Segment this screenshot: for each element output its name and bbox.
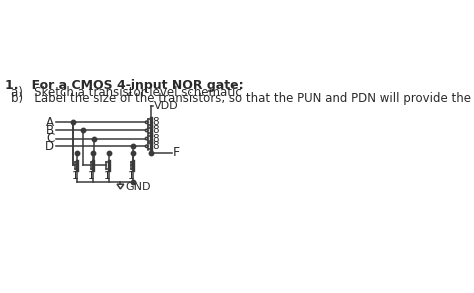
Text: C: C bbox=[46, 132, 54, 145]
Text: 1: 1 bbox=[72, 171, 79, 181]
Text: b)   Label the size of the transistors, so that the PUN and PDN will provide the: b) Label the size of the transistors, so… bbox=[11, 91, 474, 105]
Text: D: D bbox=[45, 140, 54, 153]
Text: a)   Sketch a transistor-level schematic: a) Sketch a transistor-level schematic bbox=[11, 86, 242, 99]
Text: VDD: VDD bbox=[154, 101, 179, 111]
Text: B: B bbox=[46, 124, 54, 137]
Text: 1: 1 bbox=[128, 171, 135, 181]
Text: 1: 1 bbox=[104, 171, 110, 181]
Text: F: F bbox=[173, 146, 180, 159]
Text: A: A bbox=[46, 116, 54, 129]
Text: 1.   For a CMOS 4-input NOR gate:: 1. For a CMOS 4-input NOR gate: bbox=[5, 79, 243, 92]
Text: 8: 8 bbox=[152, 134, 159, 144]
Text: GND: GND bbox=[125, 182, 151, 192]
Text: 8: 8 bbox=[152, 125, 159, 135]
Text: 8: 8 bbox=[152, 117, 159, 127]
Text: 1: 1 bbox=[88, 171, 94, 181]
Text: 8: 8 bbox=[152, 141, 159, 151]
